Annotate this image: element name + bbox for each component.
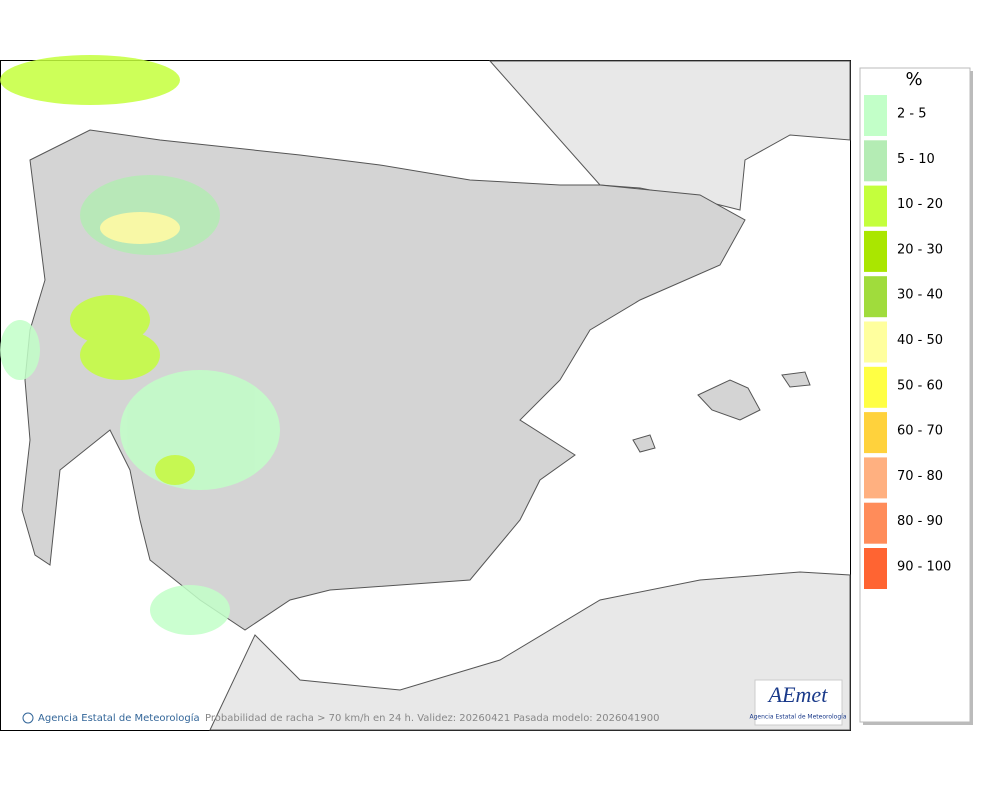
logo-box xyxy=(754,679,843,726)
legend-label: 70 - 80 xyxy=(897,469,943,484)
legend-label: 40 - 50 xyxy=(897,333,943,348)
legend-swatch xyxy=(864,366,887,408)
probability-areas xyxy=(0,55,280,635)
logo: AEmet xyxy=(767,682,829,707)
ibiza xyxy=(632,434,656,453)
legend-label: 90 - 100 xyxy=(897,560,951,575)
caption: Probabilidad de racha > 70 km/h en 24 h.… xyxy=(205,713,659,724)
africa xyxy=(209,571,851,731)
legend-swatch xyxy=(864,140,887,182)
area xyxy=(100,212,180,244)
legend-items: 2 - 5 5 - 10 10 - 20 20 - 30 30 - 40 40 - 50 5… xyxy=(864,95,951,589)
legend-swatch xyxy=(864,548,887,589)
legend-swatch xyxy=(864,95,887,136)
menorca xyxy=(781,371,811,388)
legend-swatch xyxy=(864,185,887,227)
credit: Agencia Estatal de Meteorología xyxy=(38,712,200,724)
legend-label: 50 - 60 xyxy=(897,378,943,393)
legend-swatch xyxy=(864,457,887,499)
mallorca xyxy=(697,379,761,421)
legend-swatch xyxy=(864,412,887,454)
land xyxy=(21,60,851,731)
legend-label: 60 - 70 xyxy=(897,424,943,439)
legend-swatch xyxy=(864,276,887,318)
area xyxy=(0,55,180,105)
legend-swatch xyxy=(864,502,887,544)
area xyxy=(155,455,195,485)
legend-swatch xyxy=(864,230,887,272)
legend-label: 30 - 40 xyxy=(897,288,943,303)
copyright-icon xyxy=(22,712,34,724)
legend-swatch xyxy=(864,321,887,363)
iberia xyxy=(21,129,746,631)
legend-label: 20 - 30 xyxy=(897,242,943,257)
legend-label: 2 - 5 xyxy=(897,107,927,122)
area xyxy=(80,330,160,380)
legend-label: 80 - 90 xyxy=(897,514,943,529)
area xyxy=(150,585,230,635)
area xyxy=(120,370,280,490)
legend-label: 10 - 20 xyxy=(897,197,943,212)
logo-subtitle: Agencia Estatal de Meteorología xyxy=(750,714,847,721)
legend-title: % xyxy=(905,69,922,90)
legend-label: 5 - 10 xyxy=(897,152,935,167)
area xyxy=(0,320,40,380)
